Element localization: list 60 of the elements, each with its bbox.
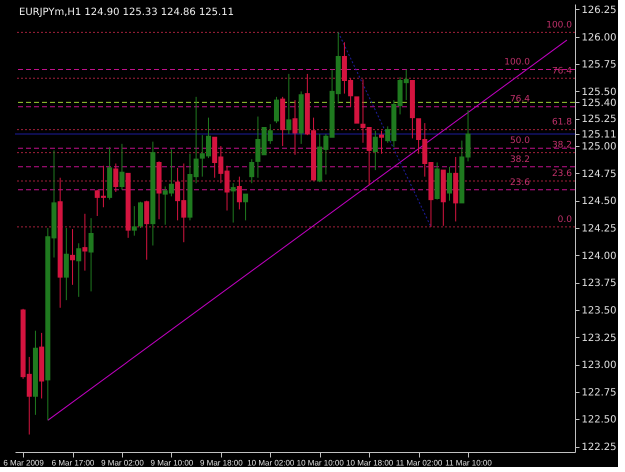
candlestick — [236, 176, 242, 210]
y-tick-label: 125.25 — [582, 114, 616, 126]
y-tick-label: 125.00 — [582, 142, 616, 153]
x-tick-label: 6 Mar 2009 — [3, 458, 44, 468]
candlestick — [76, 242, 82, 298]
y-tick-label: 122.75 — [582, 387, 616, 398]
annotation: 100.0 — [546, 20, 572, 30]
candlestick — [243, 194, 248, 221]
candlestick — [249, 158, 254, 184]
x-tick-label: 10 Mar 18:00 — [346, 458, 394, 468]
candlestick — [372, 130, 378, 171]
y-tick-label: 125.50 — [582, 86, 616, 98]
candlestick — [119, 143, 124, 190]
candlestick — [274, 96, 279, 124]
y-tick-label: 126.25 — [582, 4, 616, 16]
annotation: 0.0 — [558, 214, 572, 225]
y-tick-label: 125.40 — [582, 98, 616, 109]
x-tick-label: 10 Mar 02:00 — [247, 458, 295, 468]
candlestick — [70, 228, 76, 286]
x-tick-label: 11 Mar 02:00 — [396, 458, 443, 468]
x-tick-label: 9 Mar 10:00 — [150, 458, 194, 468]
annotation: 76.4 — [510, 94, 530, 105]
candlestick — [286, 73, 292, 135]
annotation: 23.6 — [510, 178, 530, 188]
candlestick — [144, 200, 150, 260]
y-tick-label: 125.75 — [582, 60, 616, 71]
candlestick — [88, 218, 94, 292]
candlestick — [138, 201, 144, 228]
y-tick-label: 122.25 — [582, 442, 616, 454]
y-tick-label: 124.50 — [582, 196, 616, 208]
y-tick-label: 125.11 — [582, 130, 616, 141]
y-tick-label: 123.50 — [582, 305, 616, 316]
y-tick-label: 124.00 — [582, 250, 616, 262]
y-tick-label: 124.75 — [582, 168, 616, 180]
candlestick — [132, 206, 137, 236]
x-tick-label: 11 Mar 10:00 — [445, 458, 492, 468]
candlestick — [82, 213, 88, 272]
annotation: 38.2 — [552, 140, 572, 151]
candlestick — [113, 163, 118, 192]
x-tick-label: 9 Mar 02:00 — [101, 458, 144, 468]
annotation: 38.2 — [510, 154, 530, 165]
annotation: 61.8 — [552, 118, 572, 128]
candlestick — [292, 100, 298, 156]
x-tick-label: 9 Mar 18:00 — [200, 458, 244, 468]
annotation: 100.0 — [504, 58, 530, 68]
y-tick-label: 124.25 — [582, 224, 616, 234]
x-tick-label: 10 Mar 10:00 — [296, 458, 344, 468]
candlestick — [64, 228, 69, 301]
annotation: 50.0 — [510, 136, 530, 146]
candlestick — [379, 130, 384, 154]
x-tick-label: 6 Mar 17:00 — [52, 458, 95, 468]
candlestick — [230, 182, 236, 224]
y-tick-label: 123.75 — [582, 278, 616, 290]
y-tick-label: 126.00 — [582, 32, 616, 44]
candlestick — [446, 166, 452, 202]
annotation: 23.6 — [552, 169, 572, 180]
y-tick-label: 123.00 — [582, 360, 616, 372]
chart-title: EURJPYm,H1 124.90 125.33 124.86 125.11 — [19, 7, 234, 18]
y-tick-label: 122.50 — [582, 414, 616, 426]
y-tick-label: 123.25 — [582, 332, 616, 344]
